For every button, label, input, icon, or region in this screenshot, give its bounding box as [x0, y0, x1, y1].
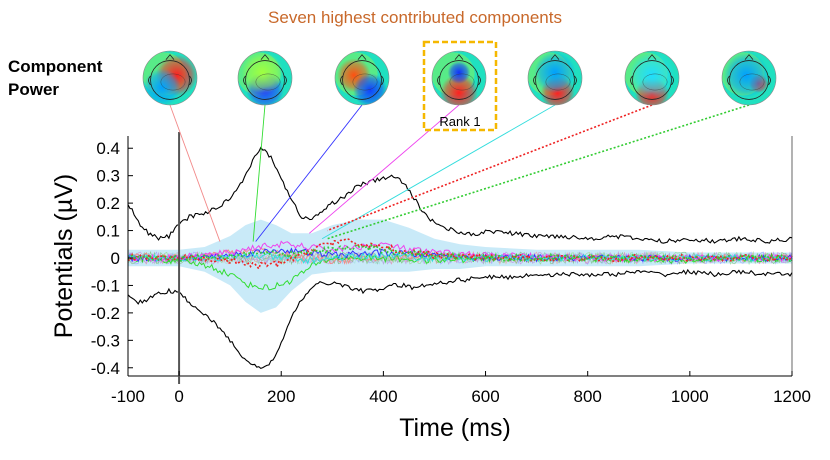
- ear-right: [189, 75, 192, 86]
- series-component-6: [127, 238, 793, 271]
- ear-right: [574, 75, 577, 86]
- head-outline: [535, 60, 575, 100]
- ear-right: [284, 75, 287, 86]
- map-rim: [624, 50, 680, 106]
- ear-left: [437, 75, 440, 86]
- contour-line: [352, 73, 378, 91]
- x-tick-label: 200: [267, 387, 295, 406]
- lower-envelope-line: [127, 268, 793, 370]
- x-tick-label: 0: [174, 387, 183, 406]
- ear-left: [340, 75, 343, 86]
- head-outline: [729, 60, 769, 100]
- y-tick-label: -0.1: [91, 276, 120, 295]
- x-axis-label: Time (ms): [399, 414, 511, 442]
- nose-mark: [744, 54, 754, 60]
- scalp-blob: [143, 68, 181, 105]
- scalp-map-fill: [335, 51, 389, 105]
- scalp-blob: [353, 73, 388, 105]
- map-rim: [142, 50, 198, 106]
- y-tick-label: 0: [111, 249, 120, 268]
- scalp-blob: [440, 73, 478, 105]
- series-component-7: [127, 243, 793, 264]
- scalp-map-6: [624, 50, 680, 106]
- y-tick-label: 0.2: [96, 194, 120, 213]
- contour-line: [642, 73, 668, 91]
- scalp-map-7: [721, 50, 777, 106]
- scalp-map-3: [334, 50, 390, 106]
- y-tick-label: -0.4: [91, 359, 120, 378]
- scalp-map-fill: [528, 51, 582, 105]
- x-tick-label: 1000: [671, 387, 709, 406]
- contour-line: [739, 73, 765, 91]
- scalp-map-fill: [722, 51, 776, 105]
- ear-right: [478, 75, 481, 86]
- ear-left: [727, 75, 730, 86]
- connector-component-5: [321, 104, 556, 240]
- nose-mark: [165, 54, 175, 60]
- x-tick-label: 400: [369, 387, 397, 406]
- nose-mark: [647, 54, 657, 60]
- std-band: [128, 219, 792, 313]
- connector-component-6: [326, 104, 653, 232]
- map-rim: [334, 50, 390, 106]
- head-outline: [150, 60, 190, 100]
- x-tick-label: -100: [111, 387, 145, 406]
- y-tick-label: 0.3: [96, 167, 120, 186]
- connector-component-2: [252, 104, 266, 242]
- scalp-map-1: [142, 50, 198, 106]
- contour-line: [545, 73, 571, 91]
- y-axis-label: Potentials (µV): [50, 174, 78, 338]
- scalp-map-5: [527, 50, 583, 106]
- x-tick-label: 600: [471, 387, 499, 406]
- ear-right: [671, 75, 674, 86]
- contour-line: [255, 73, 281, 91]
- contour-line: [449, 73, 475, 91]
- connector-component-7: [326, 104, 750, 240]
- contour-line: [160, 73, 186, 91]
- y-tick-label: 0.1: [96, 222, 120, 241]
- scalp-blob: [447, 61, 471, 84]
- ear-left: [148, 75, 151, 86]
- scalp-blob: [723, 52, 769, 98]
- ear-right: [381, 75, 384, 86]
- ear-left: [533, 75, 536, 86]
- ear-right: [768, 75, 771, 86]
- y-tick-label: -0.2: [91, 304, 120, 323]
- map-rim: [431, 50, 487, 106]
- connector-component-1: [169, 104, 221, 242]
- scalp-map-2: [237, 50, 293, 106]
- component-power-label: Component Power: [8, 56, 134, 102]
- background-trace-4: [127, 251, 793, 266]
- ear-left: [630, 75, 633, 86]
- scalp-map-fill: [143, 51, 197, 105]
- scalp-map-fill: [432, 51, 486, 105]
- head-outline: [632, 60, 672, 100]
- connector-component-3: [255, 104, 363, 242]
- connector-component-4: [309, 104, 460, 234]
- ear-left: [243, 75, 246, 86]
- rank1-label: Rank 1: [439, 114, 480, 129]
- chart-title: Seven highest contributed components: [268, 8, 562, 27]
- nose-mark: [357, 54, 367, 60]
- rank1-highlight-box: [422, 40, 498, 132]
- component-label-line2: Power: [8, 79, 60, 99]
- scalp-blob: [534, 51, 576, 94]
- nose-mark: [454, 54, 464, 60]
- scalp-map-4: [431, 50, 487, 106]
- map-rim: [527, 50, 583, 106]
- map-rim: [237, 50, 293, 106]
- upper-envelope-line: [127, 146, 793, 244]
- x-tick-label: 1200: [773, 387, 811, 406]
- head-outline: [342, 60, 382, 100]
- nose-mark: [260, 54, 270, 60]
- nose-mark: [550, 54, 560, 60]
- map-rim: [721, 50, 777, 106]
- y-tick-label: -0.3: [91, 331, 120, 350]
- y-tick-label: 0.4: [96, 139, 120, 158]
- head-outline: [245, 60, 285, 100]
- component-label-line1: Component: [8, 57, 103, 76]
- x-tick-label: 800: [574, 387, 602, 406]
- head-outline: [439, 60, 479, 100]
